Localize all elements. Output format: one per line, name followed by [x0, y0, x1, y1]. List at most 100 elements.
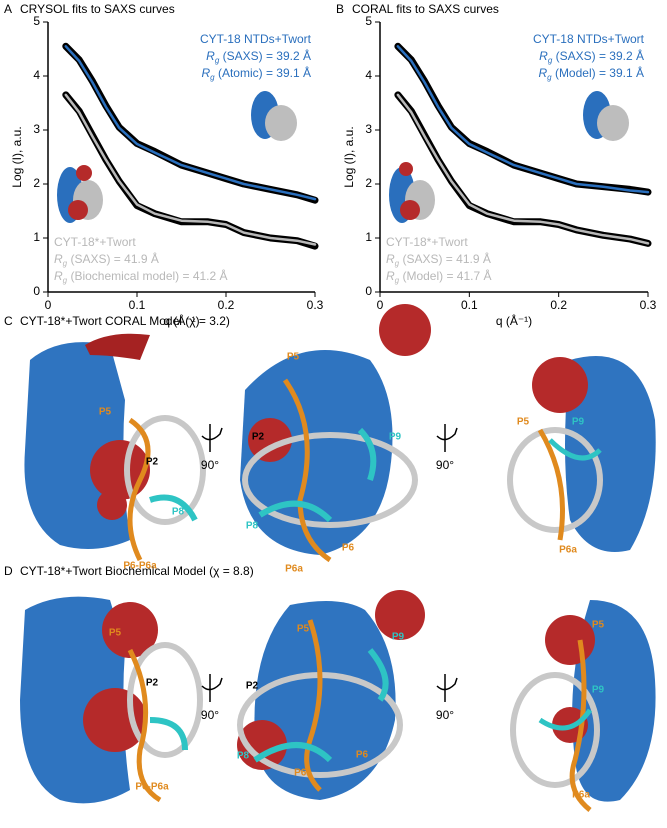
x-tick-label: 0.3: [307, 298, 324, 312]
inset-molecules: [57, 91, 629, 223]
molecule-renderings: [20, 304, 656, 812]
y-tick-label: 1: [33, 230, 40, 244]
y-tick-label: 2: [365, 176, 372, 190]
fit-line: [396, 93, 650, 245]
structure-label: P9: [392, 632, 405, 643]
x-tick-label: 0.1: [461, 298, 478, 312]
chart-title: CORAL fits to SAXS curves: [352, 2, 499, 16]
annotation-text: CYT-18*+Twort: [386, 235, 468, 249]
annotation-text: (Atomic) = 39.1 Å: [215, 65, 311, 80]
structure-label: P6a: [572, 790, 590, 801]
y-tick-label: 2: [33, 176, 40, 190]
annotation: Rg (SAXS) = 39.2 Å: [539, 48, 644, 65]
chart-title: CRYSOL fits to SAXS curves: [20, 2, 175, 16]
x-tick-label: 0.2: [550, 298, 567, 312]
annotation: CYT-18*+Twort: [54, 235, 136, 249]
annotation: Rg (Model) = 39.1 Å: [538, 65, 644, 82]
y-tick-label: 5: [365, 14, 372, 28]
structure-label: P6a: [294, 768, 312, 779]
rotation-label: 90°: [201, 458, 219, 472]
annotation-symbol: R: [539, 49, 548, 63]
structure-label: P6a: [559, 545, 577, 556]
y-tick-label: 3: [365, 122, 372, 136]
structure-label: P6-P6a: [123, 561, 157, 572]
structure-label: P9: [592, 685, 605, 696]
panel-letter: A: [4, 2, 12, 16]
rotation-icon: [201, 674, 223, 702]
structure-label: P5: [99, 407, 112, 418]
annotation-subscript: g: [547, 73, 552, 82]
rotation-label: 90°: [436, 458, 454, 472]
structure-label: P2: [246, 681, 259, 692]
y-axis-label: Log (I), a.u.: [10, 126, 24, 187]
annotation-text: (Biochemical model) = 41.2 Å: [67, 268, 227, 283]
y-tick-label: 4: [365, 68, 372, 82]
rotation-icon: [436, 424, 458, 452]
structure-label: P5: [109, 628, 122, 639]
annotation: CYT-18 NTDs+Twort: [200, 32, 312, 46]
x-tick-label: 0.1: [129, 298, 146, 312]
annotation: Rg (SAXS) = 41.9 Å: [386, 251, 491, 268]
x-tick-label: 0: [377, 298, 384, 312]
fit-line: [64, 45, 317, 201]
annotation: Rg (SAXS) = 41.9 Å: [54, 251, 159, 268]
structure-label: P9: [389, 432, 402, 443]
panel-letter: D: [4, 564, 13, 578]
rotation-label: 90°: [436, 708, 454, 722]
annotation-symbol: R: [202, 66, 211, 80]
panel-title: CYT-18*+Twort Biochemical Model (χ = 8.8…: [20, 564, 254, 578]
annotation-text: (SAXS) = 39.2 Å: [552, 48, 644, 63]
rotation-icon: [436, 674, 458, 702]
annotation-text: (SAXS) = 39.2 Å: [219, 48, 311, 63]
x-axis-label: q (Å⁻¹): [496, 313, 532, 328]
structure-label: P8: [237, 751, 250, 762]
structure-label: P5: [592, 620, 605, 631]
annotation-symbol: R: [54, 252, 63, 266]
rotation-label: 90°: [201, 708, 219, 722]
y-tick-label: 0: [365, 284, 372, 298]
structure-label: P5: [297, 624, 310, 635]
annotation-text: (Model) = 41.7 Å: [399, 268, 491, 283]
structure-label: P2: [146, 457, 159, 468]
annotation-text: CYT-18*+Twort: [54, 235, 136, 249]
panel-title: CYT-18*+Twort CORAL Model (χ = 3.2): [20, 314, 230, 328]
annotation-subscript: g: [395, 259, 400, 268]
x-axis-label: q (Å⁻¹): [163, 313, 199, 328]
structure-label: P5: [287, 352, 300, 363]
annotation-subscript: g: [395, 276, 400, 285]
structure-label: P6-P6a: [135, 782, 169, 793]
annotation-subscript: g: [548, 56, 553, 65]
panel-letter: B: [336, 2, 344, 16]
structure-label: P8: [246, 521, 259, 532]
y-axis-label: Log (I), a.u.: [342, 126, 356, 187]
annotation-symbol: R: [538, 66, 547, 80]
annotation-symbol: R: [386, 269, 395, 283]
annotation-symbol: R: [54, 269, 63, 283]
annotation: Rg (Biochemical model) = 41.2 Å: [54, 268, 228, 285]
y-tick-label: 3: [33, 122, 40, 136]
structure-label: P2: [252, 432, 265, 443]
annotation-subscript: g: [63, 259, 68, 268]
panel-letter: C: [4, 314, 13, 328]
annotation: CYT-18*+Twort: [386, 235, 468, 249]
annotation: Rg (SAXS) = 39.2 Å: [206, 48, 311, 65]
x-tick-label: 0.3: [640, 298, 657, 312]
annotation: Rg (Model) = 41.7 Å: [386, 268, 492, 285]
structure-label: P6: [342, 543, 355, 554]
structure-label: P6: [356, 750, 369, 761]
annotation: CYT-18 NTDs+Twort: [533, 32, 645, 46]
y-tick-label: 1: [365, 230, 372, 244]
fit-line: [64, 93, 317, 246]
y-tick-label: 4: [33, 68, 40, 82]
annotation-text: (Model) = 39.1 Å: [552, 65, 644, 80]
annotation-subscript: g: [63, 276, 68, 285]
x-tick-label: 0: [45, 298, 52, 312]
structure-label: P8: [172, 507, 185, 518]
annotation-subscript: g: [215, 56, 220, 65]
structure-label: P5: [517, 417, 530, 428]
annotation-text: (SAXS) = 41.9 Å: [399, 251, 491, 266]
rotation-icon: [201, 424, 223, 452]
annotation-symbol: R: [206, 49, 215, 63]
annotation-text: CYT-18 NTDs+Twort: [533, 32, 645, 46]
